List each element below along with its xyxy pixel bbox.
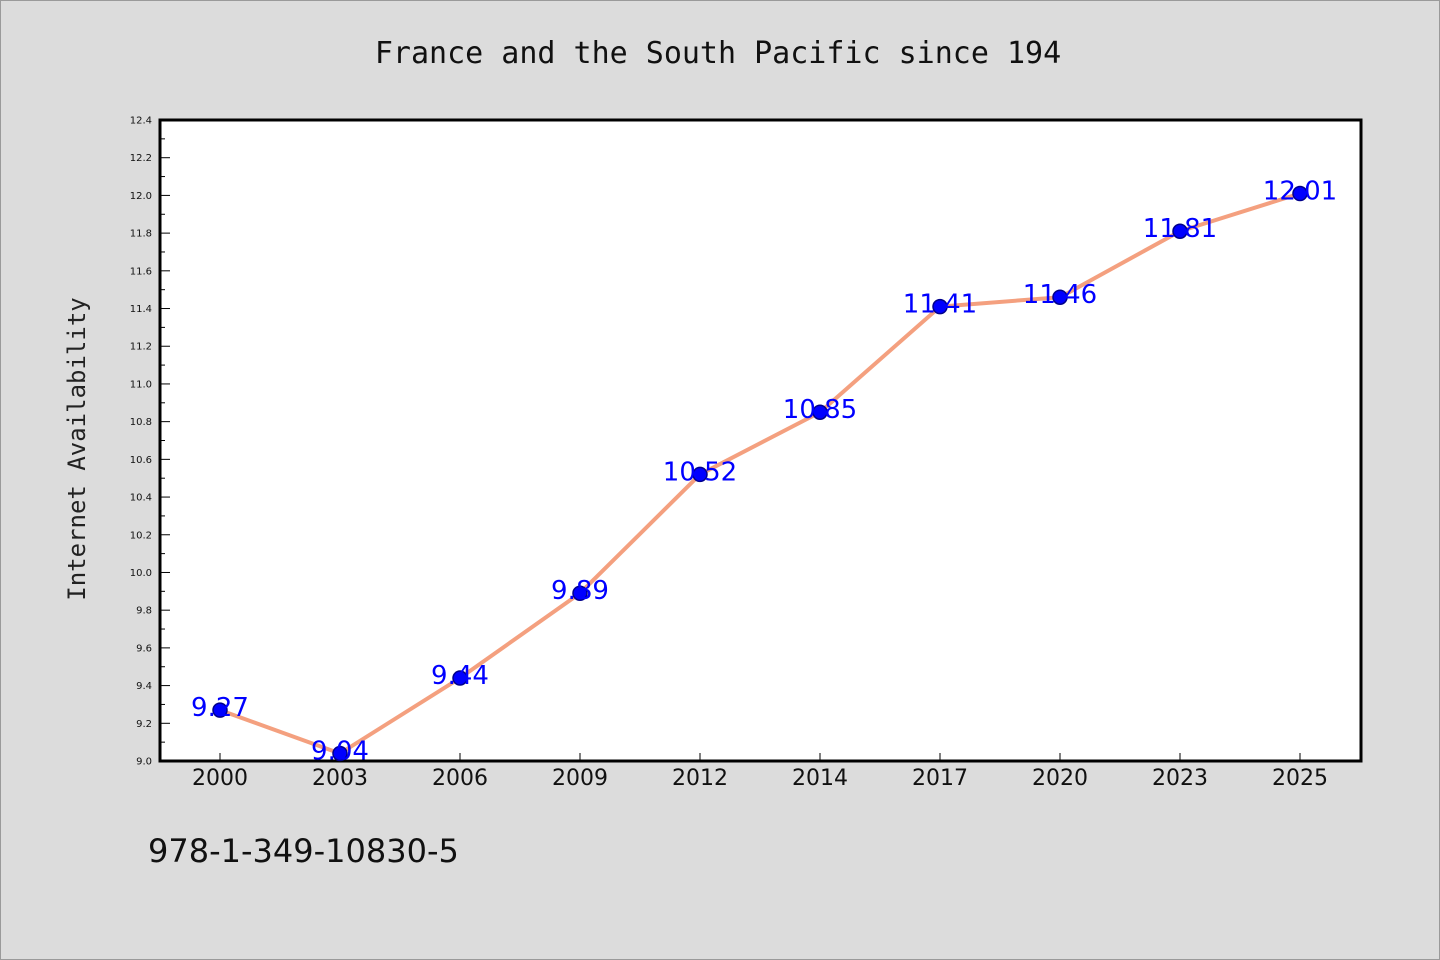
x-tick-label: 2000 bbox=[192, 766, 248, 791]
data-label: 9.44 bbox=[431, 661, 489, 691]
y-tick-label: 10.0 bbox=[130, 568, 152, 579]
data-label: 9.27 bbox=[191, 693, 249, 723]
y-tick-label: 10.6 bbox=[130, 455, 152, 466]
data-point bbox=[932, 298, 948, 315]
y-tick-label: 11.4 bbox=[130, 304, 152, 315]
data-point bbox=[1172, 223, 1188, 239]
y-tick-label: 11.0 bbox=[130, 379, 152, 390]
y-axis: 9.0 9.2 9.4 9.6 9.8 10.0 10.2 10.4 10.6 10.8 11.0 1… bbox=[130, 116, 170, 768]
data-label: 11.41 bbox=[903, 290, 977, 320]
data-label: 11.46 bbox=[1023, 280, 1097, 310]
x-tick-label: 2017 bbox=[912, 766, 968, 791]
x-tick-label: 2006 bbox=[432, 766, 488, 791]
chart-title: France and the South Pacific since 194 bbox=[375, 36, 1061, 71]
x-tick-label: 2009 bbox=[552, 766, 608, 791]
data-label: 10.85 bbox=[783, 395, 857, 425]
series-group bbox=[212, 185, 1308, 762]
data-point bbox=[692, 466, 708, 483]
x-tick-label: 2003 bbox=[312, 766, 368, 791]
series-line bbox=[219, 191, 1301, 756]
y-tick-label: 11.8 bbox=[130, 229, 152, 240]
data-labels: 9.27 9.04 9.44 9.89 10.52 10.85 11.41 11.46 11.8… bbox=[191, 177, 1337, 767]
y-tick-label: 12.4 bbox=[130, 116, 152, 127]
data-point bbox=[212, 702, 228, 718]
data-point bbox=[332, 745, 348, 762]
x-tick-label: 2012 bbox=[672, 766, 728, 791]
data-point bbox=[812, 404, 828, 420]
y-tick-label: 10.8 bbox=[130, 417, 152, 428]
data-point bbox=[1052, 289, 1068, 305]
data-label: 9.89 bbox=[551, 576, 609, 606]
data-label: 12.01 bbox=[1263, 177, 1337, 207]
x-axis: 2000 2003 2006 2009 2012 2014 2017 2020 2023 2025 bbox=[192, 753, 1328, 791]
x-tick-label: 2020 bbox=[1032, 766, 1088, 791]
y-axis-label: Internet Availability bbox=[63, 297, 91, 600]
y-tick-label: 10.4 bbox=[130, 493, 152, 504]
y-tick-label: 11.6 bbox=[130, 266, 152, 277]
y-tick-label: 9.4 bbox=[136, 681, 152, 692]
y-tick-label: 9.6 bbox=[136, 643, 152, 654]
data-label: 11.81 bbox=[1143, 214, 1217, 244]
data-label: 10.52 bbox=[663, 457, 737, 487]
x-tick-label: 2023 bbox=[1152, 766, 1208, 791]
x-tick-label: 2025 bbox=[1272, 766, 1328, 791]
data-point bbox=[1292, 185, 1308, 202]
y-tick-label: 12.0 bbox=[130, 191, 152, 202]
y-tick-label: 9.8 bbox=[136, 606, 152, 617]
y-tick-label: 9.2 bbox=[136, 719, 152, 730]
data-point bbox=[572, 585, 588, 601]
y-tick-label: 11.2 bbox=[130, 342, 152, 353]
y-tick-label: 12.2 bbox=[130, 153, 152, 164]
x-tick-label: 2014 bbox=[792, 766, 848, 791]
y-tick-label: 10.2 bbox=[130, 530, 152, 541]
footer-code: 978-1-349-10830-5 bbox=[148, 832, 459, 870]
data-point bbox=[452, 670, 468, 686]
plot-area bbox=[158, 118, 1363, 763]
data-label: 9.04 bbox=[311, 736, 369, 766]
y-tick-label: 9.0 bbox=[136, 757, 152, 768]
